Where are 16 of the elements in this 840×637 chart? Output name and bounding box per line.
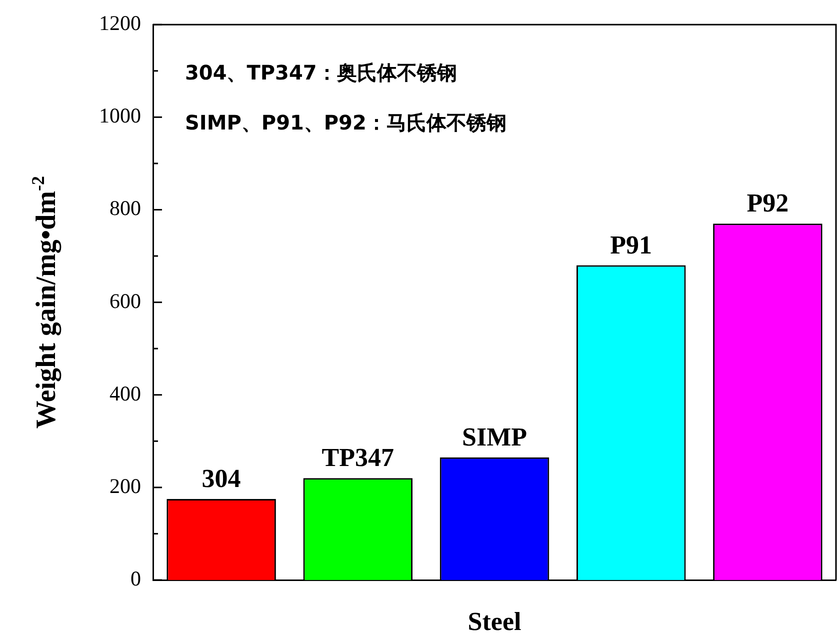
x-tick-label: P92 [746,188,789,218]
y-tick-label: 800 [110,196,141,220]
x-axis-title: Steel [468,607,522,636]
y-tick-label: 1000 [99,104,141,128]
x-tick-label: TP347 [322,443,394,472]
y-tick-label: 200 [110,474,141,498]
y-tick-label: 600 [110,288,141,313]
x-tick-label: P91 [610,230,652,260]
annotation: SIMP、P91、P92：马氏体不锈钢 [185,110,506,135]
x-tick-label: SIMP [462,422,528,452]
annotation: 304、TP347：奥氏体不锈钢 [185,60,457,85]
y-axis-title: Weight gain/mg•dm-2 [28,176,62,429]
x-tick-label: 304 [202,464,241,494]
y-tick-label: 0 [130,566,141,591]
y-tick-label: 400 [110,381,141,406]
y-tick-label: 1200 [99,11,141,36]
